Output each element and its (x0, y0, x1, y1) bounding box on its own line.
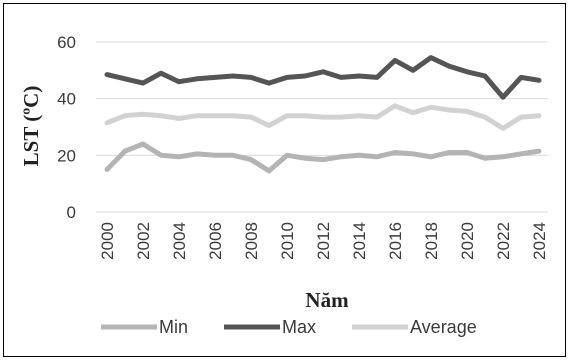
x-tick-label: 2002 (134, 222, 153, 260)
x-tick-label: 2014 (350, 222, 369, 260)
x-tick-label: 2018 (422, 222, 441, 260)
series-line-average (104, 103, 542, 131)
legend: Min Max Average (101, 317, 477, 337)
x-tick-label: 2022 (494, 222, 513, 260)
y-tick-label: 60 (57, 33, 76, 52)
x-tick-label: 2006 (206, 222, 225, 260)
x-axis-ticks: 2000 2002 2004 2006 2008 2010 2012 2014 2016 2018… (98, 222, 549, 260)
legend-label-average: Average (410, 317, 477, 337)
x-tick-label: 2004 (170, 222, 189, 260)
y-axis-title: LST (ºC) (19, 86, 43, 167)
x-tick-label: 2020 (458, 222, 477, 260)
series-line-min (104, 141, 542, 174)
x-axis-title: Năm (305, 288, 349, 312)
y-tick-label: 0 (67, 203, 76, 222)
x-tick-label: 2000 (98, 222, 117, 260)
x-tick-label: 2024 (530, 222, 549, 260)
y-tick-label: 20 (57, 146, 76, 165)
x-tick-label: 2012 (314, 222, 333, 260)
gridlines (96, 41, 548, 213)
y-tick-label: 40 (57, 90, 76, 109)
x-tick-label: 2016 (386, 222, 405, 260)
series-line-max (104, 55, 542, 100)
legend-label-max: Max (282, 317, 316, 337)
y-axis-ticks: 0 20 40 60 (57, 33, 76, 222)
series-lines (104, 55, 542, 174)
x-tick-label: 2008 (242, 222, 261, 260)
legend-label-min: Min (159, 317, 188, 337)
chart-frame (3, 3, 566, 357)
x-tick-label: 2010 (278, 222, 297, 260)
